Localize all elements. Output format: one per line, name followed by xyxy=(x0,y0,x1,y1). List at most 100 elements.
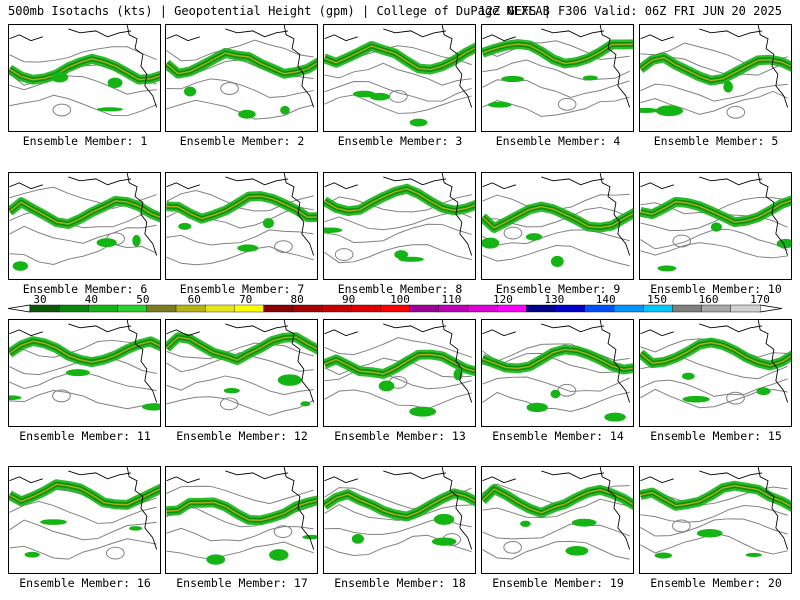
ensemble-member-label: Ensemble Member: 6 xyxy=(22,282,148,296)
height-contour xyxy=(324,81,472,102)
height-contour xyxy=(52,389,71,403)
colorbar-swatch xyxy=(351,304,381,313)
colorbar-swatch xyxy=(59,304,89,313)
colorbar-swatch xyxy=(730,304,761,313)
colorbar-swatch xyxy=(88,304,119,313)
height-contour xyxy=(640,504,788,523)
ensemble-member-label: Ensemble Member: 15 xyxy=(650,429,782,443)
isotach-area xyxy=(525,233,543,241)
coastline xyxy=(9,467,158,550)
isotach-area xyxy=(682,395,710,403)
colorbar-swatch xyxy=(467,304,498,313)
ensemble-map-panel xyxy=(639,172,792,280)
height-contour xyxy=(324,337,472,358)
height-contour xyxy=(726,391,745,405)
isotach-area xyxy=(745,552,762,558)
jet-isotach-band xyxy=(640,56,791,82)
colorbar-arrow-right xyxy=(759,304,783,313)
height-contour xyxy=(9,224,157,244)
isotach-area xyxy=(142,403,160,411)
isotach-area xyxy=(433,513,455,525)
ensemble-map-panel xyxy=(8,319,161,427)
height-contour xyxy=(503,226,523,240)
jet-isotach-band xyxy=(324,492,475,518)
ensemble-member-label: Ensemble Member: 12 xyxy=(176,429,308,443)
isotach-area xyxy=(431,537,457,546)
colorbar-swatch xyxy=(380,304,411,313)
height-contour xyxy=(640,518,788,537)
ensemble-map-panel xyxy=(165,172,318,280)
ensemble-map-panel xyxy=(639,466,792,574)
height-contour xyxy=(220,82,239,95)
height-contour xyxy=(166,525,314,542)
isotach-area xyxy=(482,237,500,249)
isotach-area xyxy=(565,546,589,556)
colorbar-swatch xyxy=(643,304,673,313)
ensemble-map-panel xyxy=(8,24,161,132)
isotach-area xyxy=(409,406,437,417)
isotach-area xyxy=(571,518,597,527)
colorbar-tick-label: 30 xyxy=(33,295,46,306)
colorbar-tick-label: 120 xyxy=(493,295,513,306)
isotach-area xyxy=(238,109,256,119)
jet-isotach-band xyxy=(482,488,633,514)
ensemble-member-label: Ensemble Member: 14 xyxy=(492,429,624,443)
isotach-area xyxy=(132,234,141,247)
isotach-area xyxy=(269,549,289,561)
height-contour xyxy=(166,396,314,416)
coastline xyxy=(640,320,789,403)
height-contour xyxy=(166,342,314,360)
ensemble-map-panel xyxy=(165,466,318,574)
colorbar-swatch xyxy=(555,304,586,313)
height-contour xyxy=(482,376,630,393)
height-contour xyxy=(482,540,630,560)
jet-isotach-band xyxy=(9,200,160,225)
jet-isotach-band xyxy=(482,43,633,65)
height-contour xyxy=(324,244,472,264)
height-contour xyxy=(166,39,314,62)
colorbar-tick-label: 40 xyxy=(85,295,98,306)
jet-isotach-band xyxy=(640,341,791,367)
jet-isotach-band xyxy=(9,58,160,81)
height-contour xyxy=(324,223,472,244)
colorbar-swatch xyxy=(613,304,644,313)
isotach-area xyxy=(324,227,343,233)
colorbar-tick-label: 140 xyxy=(596,295,616,306)
isotach-area xyxy=(178,222,192,230)
isotach-area xyxy=(352,90,376,98)
ensemble-member-label: Ensemble Member: 5 xyxy=(653,134,779,148)
isotach-area xyxy=(183,86,197,97)
height-contour xyxy=(9,389,157,410)
isotach-area xyxy=(640,107,659,113)
ensemble-member-label: Ensemble Member: 20 xyxy=(650,576,782,590)
jet-isotach-band xyxy=(166,499,317,522)
colorbar-swatch xyxy=(701,304,732,313)
height-contour xyxy=(388,89,408,103)
jet-isotach-band xyxy=(640,484,791,508)
isotach-area xyxy=(409,118,428,127)
ensemble-member-label: Ensemble Member: 2 xyxy=(179,134,305,148)
coastline xyxy=(324,25,473,108)
isotach-area xyxy=(237,244,259,252)
height-contour xyxy=(105,546,125,560)
height-contour xyxy=(273,525,293,538)
isotach-area xyxy=(710,222,722,232)
ensemble-member-label: Ensemble Member: 19 xyxy=(492,576,624,590)
map-title: 500mb Isotachs (kts) | Geopotential Heig… xyxy=(8,4,550,18)
ensemble-map-panel xyxy=(323,319,476,427)
height-contour xyxy=(503,541,522,554)
height-contour xyxy=(334,248,354,261)
height-contour xyxy=(672,234,692,248)
height-contour xyxy=(482,245,630,267)
coastline xyxy=(482,467,631,550)
isotach-area xyxy=(756,387,771,396)
ensemble-map-panel xyxy=(481,319,634,427)
height-contour xyxy=(640,83,788,102)
height-contour xyxy=(9,75,157,95)
isotach-area xyxy=(550,389,561,399)
colorbar-tick-label: 150 xyxy=(647,295,667,306)
ensemble-member-label: Ensemble Member: 17 xyxy=(176,576,308,590)
colorbar-tick-label: 100 xyxy=(390,295,410,306)
coastline xyxy=(166,320,315,403)
isotach-area xyxy=(280,105,290,115)
